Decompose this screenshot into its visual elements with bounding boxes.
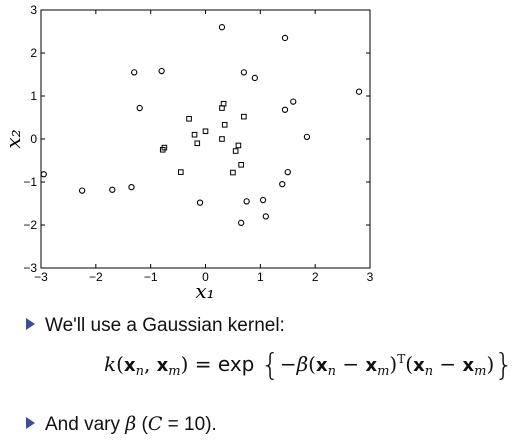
data-point-circle bbox=[281, 34, 289, 42]
x-tick-label: 1 bbox=[257, 270, 264, 284]
y-tick-label: −2 bbox=[23, 218, 37, 232]
formula-sub-m: m bbox=[377, 364, 390, 379]
data-points bbox=[40, 24, 363, 226]
data-point-circle bbox=[131, 69, 138, 76]
data-point-circle bbox=[303, 133, 311, 140]
formula-sub-n: n bbox=[327, 364, 336, 379]
data-point-square bbox=[219, 105, 225, 111]
x-axis-label: x₁ bbox=[195, 279, 214, 300]
formula-x: x bbox=[413, 355, 425, 376]
data-point-square bbox=[191, 131, 198, 138]
data-point-circle bbox=[109, 186, 116, 193]
bullet-paren: ( bbox=[136, 414, 148, 435]
data-point-circle bbox=[262, 213, 269, 220]
data-point-square bbox=[219, 136, 225, 142]
data-point-square bbox=[194, 140, 201, 147]
formula-x: x bbox=[315, 355, 328, 376]
kernel-formula: k(xn, xm) = exp {−β(xn − xm)T(xn − xm)} bbox=[104, 348, 513, 383]
beta-symbol: β bbox=[125, 413, 137, 435]
formula-x: x bbox=[462, 355, 475, 376]
data-point-square bbox=[238, 162, 244, 168]
data-point-circle bbox=[237, 219, 245, 226]
data-point-circle bbox=[158, 67, 165, 75]
data-point-circle bbox=[281, 106, 289, 113]
formula-x: x bbox=[156, 355, 169, 376]
formula-sub-m: m bbox=[474, 364, 487, 379]
data-point-square bbox=[232, 148, 239, 154]
formula-left-brace: { bbox=[260, 348, 280, 383]
data-point-circle bbox=[240, 69, 248, 76]
data-point-circle bbox=[40, 171, 47, 178]
y-tick-label: −3 bbox=[23, 261, 37, 275]
formula-right-brace: } bbox=[494, 348, 513, 383]
data-point-circle bbox=[290, 98, 297, 105]
data-point-square bbox=[221, 122, 228, 128]
data-point-circle bbox=[251, 74, 258, 82]
scatter-chart: −3 −2 −1 0 1 2 3 −3 −2 −1 0 1 2 3 x₁ x₂ bbox=[1, 3, 374, 300]
y-axis-label: x₂ bbox=[1, 129, 25, 148]
data-point-square bbox=[159, 146, 166, 153]
y-tick-label: 3 bbox=[30, 3, 37, 17]
formula-sub-n: n bbox=[424, 364, 434, 379]
y-tick-label: 2 bbox=[30, 46, 37, 60]
formula-x: x bbox=[365, 355, 378, 376]
data-point-circle bbox=[279, 180, 286, 188]
data-point-circle bbox=[218, 24, 226, 31]
data-point-square bbox=[202, 128, 209, 135]
data-point-circle bbox=[284, 168, 291, 176]
formula-x: x bbox=[123, 355, 136, 376]
formula-beta: β bbox=[296, 352, 309, 376]
bullet-vary-beta: And vary β (C = 10). bbox=[26, 413, 217, 436]
y-tick-label: 0 bbox=[30, 132, 37, 146]
bullet-marker bbox=[26, 317, 35, 330]
y-tick-label: 1 bbox=[30, 89, 37, 103]
axis-ticks: −3 −2 −1 0 1 2 3 −3 −2 −1 0 1 2 3 bbox=[23, 3, 373, 284]
bullet-kernel-text: We'll use a Gaussian kernel: bbox=[45, 315, 285, 336]
formula-sub-n: n bbox=[135, 364, 144, 379]
bullet-marker bbox=[26, 416, 35, 429]
x-tick-label: −1 bbox=[144, 270, 158, 284]
data-point-circle bbox=[78, 187, 86, 194]
bullet-vary-text: And vary bbox=[45, 414, 126, 435]
x-tick-label: 3 bbox=[367, 270, 374, 284]
data-point-circle bbox=[259, 196, 267, 204]
data-point-circle bbox=[128, 184, 135, 191]
plot-frame bbox=[40, 9, 371, 269]
bullet-kernel: We'll use a Gaussian kernel: bbox=[26, 315, 285, 337]
data-point-square bbox=[230, 169, 236, 176]
data-point-square bbox=[235, 142, 242, 149]
x-tick-label: 0 bbox=[202, 270, 209, 284]
x-tick-label: −2 bbox=[89, 270, 103, 284]
x-tick-label: −3 bbox=[34, 270, 48, 284]
formula-exp: = exp bbox=[188, 352, 261, 376]
bullet-c-value: = 10). bbox=[162, 414, 217, 435]
y-tick-label: −1 bbox=[23, 175, 37, 189]
data-point-circle bbox=[196, 199, 204, 206]
c-symbol: C bbox=[147, 413, 163, 435]
formula-sub-m: m bbox=[168, 364, 181, 379]
data-point-square bbox=[241, 113, 247, 120]
data-point-square bbox=[186, 115, 192, 122]
formula-transpose: T bbox=[397, 352, 406, 366]
data-point-circle bbox=[136, 104, 143, 112]
data-point-square bbox=[178, 169, 184, 175]
x-tick-label: 2 bbox=[312, 270, 319, 284]
data-point-circle bbox=[243, 198, 250, 205]
data-point-circle bbox=[355, 88, 363, 95]
formula-k: k bbox=[104, 352, 117, 376]
